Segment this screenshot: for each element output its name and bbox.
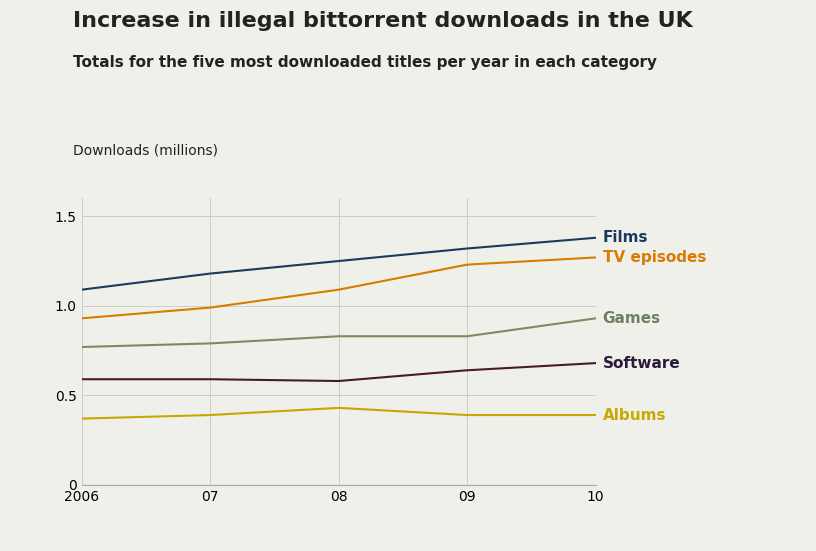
Text: Downloads (millions): Downloads (millions)	[73, 143, 219, 157]
Text: Albums: Albums	[603, 408, 666, 423]
Text: Films: Films	[603, 230, 648, 245]
Text: Increase in illegal bittorrent downloads in the UK: Increase in illegal bittorrent downloads…	[73, 11, 693, 31]
Text: TV episodes: TV episodes	[603, 250, 706, 265]
Text: Games: Games	[603, 311, 661, 326]
Text: Totals for the five most downloaded titles per year in each category: Totals for the five most downloaded titl…	[73, 55, 658, 70]
Text: Software: Software	[603, 355, 681, 371]
